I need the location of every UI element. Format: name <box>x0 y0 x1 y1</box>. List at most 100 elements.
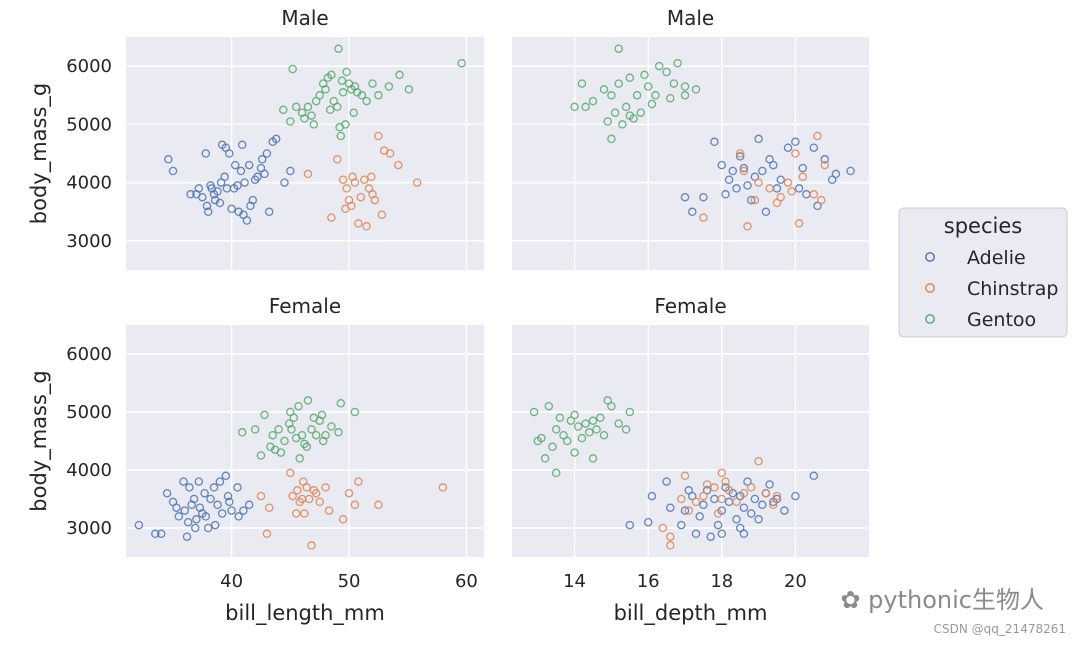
scatter-point <box>315 91 324 100</box>
scatter-point <box>321 85 330 94</box>
scatter-point <box>691 85 701 94</box>
scatter-point <box>746 509 756 518</box>
scatter-point <box>603 396 612 405</box>
series-adelie <box>164 134 295 225</box>
scatter-point <box>327 422 336 431</box>
scatter-point <box>302 442 312 452</box>
scatter-point <box>625 73 635 83</box>
scatter-point <box>293 486 302 495</box>
scatter-point <box>754 515 763 524</box>
scatter-point <box>625 111 635 120</box>
y-axis-label: body_mass_g <box>27 83 52 224</box>
scatter-point <box>555 413 565 423</box>
scatter-point <box>134 520 144 530</box>
scatter-point <box>385 149 395 158</box>
scatter-point <box>798 172 808 182</box>
scatter-point <box>368 79 377 88</box>
scatter-point <box>551 468 561 478</box>
scatter-point <box>791 149 800 158</box>
legend-label: Gentoo <box>967 309 1036 331</box>
scatter-point <box>728 166 738 176</box>
scatter-point <box>647 491 657 501</box>
scatter-point <box>614 44 623 53</box>
scatter-point <box>202 201 212 211</box>
legend-marker <box>925 314 935 324</box>
scatter-point <box>680 506 690 515</box>
scatter-point <box>614 79 623 88</box>
scatter-point <box>350 500 360 510</box>
scatter-point <box>334 44 343 53</box>
scatter-point <box>298 477 308 486</box>
facet-panel-3: Female 3000 4000 5000 6000 body_mass_g 40 50 60 b… <box>27 294 484 626</box>
scatter-point <box>286 166 295 176</box>
scatter-point <box>342 67 351 77</box>
x-tick-label: 60 <box>455 571 478 592</box>
scatter-point <box>264 503 274 512</box>
scatter-point <box>210 520 220 530</box>
scatter-point <box>702 480 712 489</box>
scatter-point <box>179 477 188 486</box>
scatter-point <box>706 532 715 541</box>
scatter-point <box>374 91 383 100</box>
scatter-point <box>647 99 657 109</box>
scatter-point <box>680 91 690 100</box>
scatter-point <box>710 483 719 492</box>
scatter-point <box>209 483 219 492</box>
scatter-point <box>662 67 671 77</box>
scatter-point <box>203 207 213 217</box>
scatter-point <box>758 500 767 510</box>
scatter-point <box>537 433 546 443</box>
panel-background <box>512 325 869 557</box>
scatter-point <box>820 160 830 170</box>
scatter-point <box>651 91 660 100</box>
scatter-point <box>307 541 316 550</box>
scatter-point <box>374 131 383 141</box>
scatter-point <box>739 488 749 498</box>
scatter-point <box>750 494 760 504</box>
legend-title: species <box>944 214 1022 238</box>
scatter-point <box>268 430 277 440</box>
scatter-point <box>654 61 664 71</box>
series-chinstrap <box>303 131 422 231</box>
scatter-point <box>172 503 181 512</box>
scatter-point <box>585 428 594 437</box>
scatter-point <box>739 166 749 176</box>
scatter-point <box>643 82 653 91</box>
y-tick-label: 5000 <box>66 402 112 423</box>
scatter-point <box>724 486 734 495</box>
scatter-point <box>229 184 239 193</box>
scatter-point <box>750 172 760 182</box>
watermark-main: ✿ pythonic生物人 <box>840 580 1044 615</box>
scatter-point <box>217 509 227 518</box>
scatter-point <box>288 491 297 501</box>
scatter-point <box>544 401 554 411</box>
scatter-point <box>362 222 371 231</box>
scatter-point <box>185 483 194 492</box>
panel-background <box>126 37 484 270</box>
scatter-point <box>809 143 819 152</box>
scatter-point <box>384 82 394 91</box>
scatter-point <box>621 425 631 434</box>
x-axis-label: bill_depth_mm <box>614 601 768 626</box>
scatter-point <box>367 172 376 182</box>
scatter-point <box>710 137 719 147</box>
scatter-point <box>702 486 712 495</box>
panel-title: Male <box>281 6 328 30</box>
scatter-point <box>289 413 299 423</box>
scatter-point <box>677 494 686 504</box>
scatter-point <box>562 436 572 446</box>
scatter-point <box>257 155 267 164</box>
scatter-point <box>596 413 605 423</box>
scatter-point <box>691 497 701 507</box>
scatter-point <box>280 436 289 446</box>
scatter-point <box>573 422 583 431</box>
scatter-point <box>189 494 199 504</box>
legend-marker <box>925 283 935 293</box>
scatter-point <box>307 111 316 120</box>
scatter-point <box>577 79 587 88</box>
scatter-point <box>286 117 295 126</box>
scatter-point <box>264 207 274 217</box>
scatter-point <box>280 178 289 187</box>
scatter-point <box>350 178 360 187</box>
x-axis-label: bill_length_mm <box>225 601 385 626</box>
